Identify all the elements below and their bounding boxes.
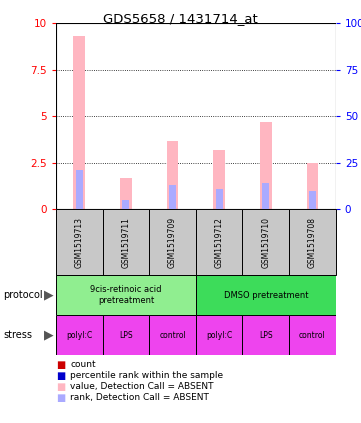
Text: rank, Detection Call = ABSENT: rank, Detection Call = ABSENT <box>70 393 209 402</box>
Bar <box>167 140 178 209</box>
Text: ■: ■ <box>56 393 65 403</box>
Text: stress: stress <box>4 330 32 340</box>
Bar <box>306 163 318 209</box>
Bar <box>122 200 129 209</box>
Bar <box>73 36 85 209</box>
Text: GSM1519710: GSM1519710 <box>261 217 270 268</box>
Bar <box>103 315 149 355</box>
Text: count: count <box>70 360 96 369</box>
Bar <box>289 315 336 355</box>
Bar <box>196 315 243 355</box>
Text: ■: ■ <box>56 360 65 370</box>
Bar <box>149 209 196 275</box>
Text: GSM1519708: GSM1519708 <box>308 217 317 268</box>
Text: GDS5658 / 1431714_at: GDS5658 / 1431714_at <box>103 12 258 25</box>
Text: ■: ■ <box>56 371 65 381</box>
Bar <box>260 122 271 209</box>
Bar <box>149 315 196 355</box>
Text: ▶: ▶ <box>44 329 53 342</box>
Bar <box>216 189 223 209</box>
Text: protocol: protocol <box>4 290 43 300</box>
Bar <box>76 170 83 209</box>
Bar <box>289 209 336 275</box>
Bar <box>309 191 316 209</box>
Text: polyI:C: polyI:C <box>66 331 92 340</box>
Bar <box>196 209 243 275</box>
Bar <box>262 183 269 209</box>
Bar <box>213 150 225 209</box>
Bar <box>169 185 176 209</box>
Text: GSM1519713: GSM1519713 <box>75 217 84 268</box>
Text: control: control <box>159 331 186 340</box>
Bar <box>120 178 132 209</box>
Text: control: control <box>299 331 326 340</box>
Text: LPS: LPS <box>119 331 133 340</box>
Bar <box>196 275 336 315</box>
Bar <box>56 275 196 315</box>
Bar <box>103 209 149 275</box>
Bar <box>56 209 103 275</box>
Text: LPS: LPS <box>259 331 273 340</box>
Text: GSM1519709: GSM1519709 <box>168 217 177 268</box>
Text: GSM1519712: GSM1519712 <box>215 217 224 268</box>
Text: polyI:C: polyI:C <box>206 331 232 340</box>
Bar <box>56 315 103 355</box>
Text: percentile rank within the sample: percentile rank within the sample <box>70 371 223 380</box>
Text: 9cis-retinoic acid
pretreatment: 9cis-retinoic acid pretreatment <box>90 286 162 305</box>
Text: ▶: ▶ <box>44 288 53 302</box>
Text: DMSO pretreatment: DMSO pretreatment <box>223 291 308 299</box>
Bar <box>243 209 289 275</box>
Text: GSM1519711: GSM1519711 <box>121 217 130 268</box>
Text: ■: ■ <box>56 382 65 392</box>
Bar <box>243 315 289 355</box>
Text: value, Detection Call = ABSENT: value, Detection Call = ABSENT <box>70 382 214 391</box>
